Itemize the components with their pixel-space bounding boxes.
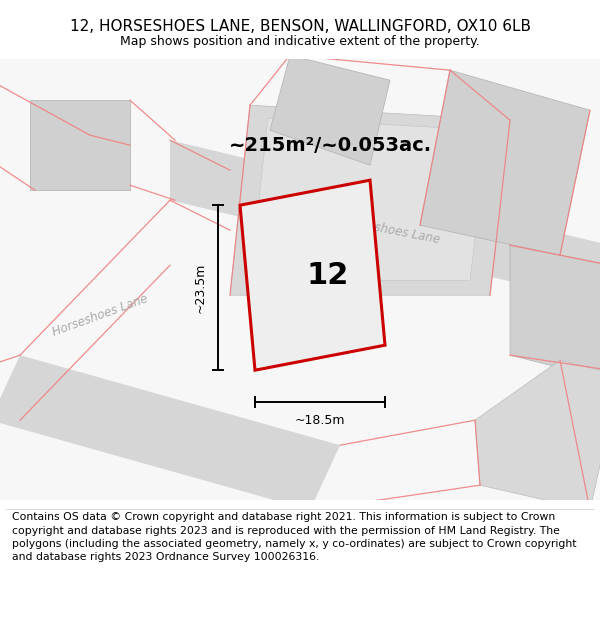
- Polygon shape: [30, 100, 130, 190]
- Polygon shape: [475, 360, 600, 510]
- Text: Horseshoes Lane: Horseshoes Lane: [339, 214, 441, 246]
- Polygon shape: [250, 118, 488, 280]
- Polygon shape: [0, 355, 340, 510]
- Polygon shape: [510, 245, 600, 380]
- Polygon shape: [240, 180, 385, 370]
- Text: Contains OS data © Crown copyright and database right 2021. This information is : Contains OS data © Crown copyright and d…: [12, 512, 577, 562]
- Text: Horseshoes Lane: Horseshoes Lane: [50, 292, 149, 339]
- Text: 12: 12: [307, 261, 349, 290]
- Polygon shape: [420, 70, 590, 255]
- Polygon shape: [230, 105, 510, 295]
- Polygon shape: [270, 55, 390, 165]
- Text: ~18.5m: ~18.5m: [295, 414, 345, 427]
- Text: Map shows position and indicative extent of the property.: Map shows position and indicative extent…: [120, 36, 480, 48]
- Text: ~23.5m: ~23.5m: [193, 262, 206, 313]
- Text: 12, HORSESHOES LANE, BENSON, WALLINGFORD, OX10 6LB: 12, HORSESHOES LANE, BENSON, WALLINGFORD…: [70, 19, 530, 34]
- Text: ~215m²/~0.053ac.: ~215m²/~0.053ac.: [229, 136, 431, 154]
- Polygon shape: [170, 140, 600, 305]
